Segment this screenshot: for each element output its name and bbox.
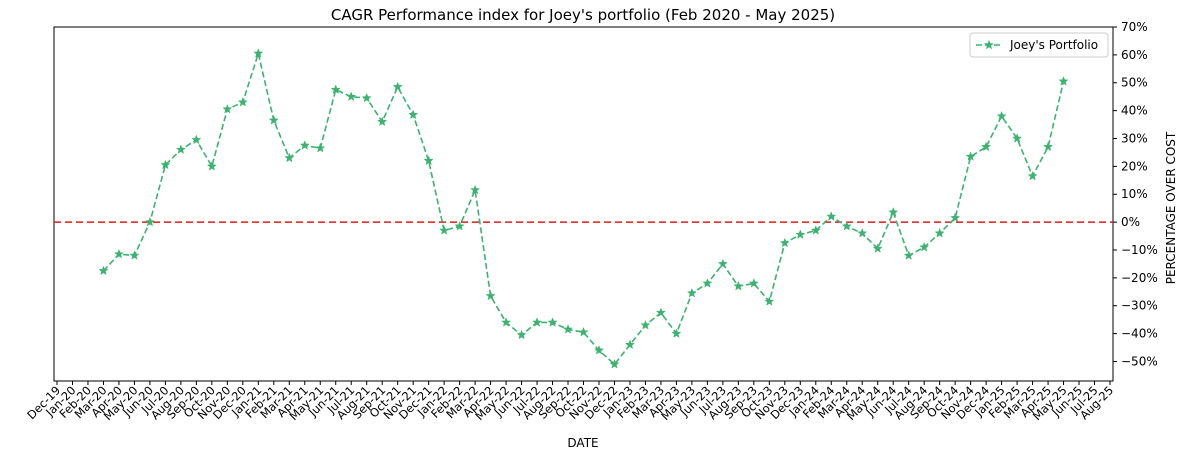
data-point	[671, 328, 682, 338]
data-point	[810, 225, 821, 235]
data-point	[888, 207, 899, 217]
y-tick-label: 40%	[1121, 104, 1148, 118]
data-point	[655, 307, 666, 318]
data-point	[950, 212, 961, 223]
data-point	[237, 96, 248, 107]
data-point	[779, 237, 790, 248]
chart-title: CAGR Performance index for Joey's portfo…	[331, 6, 835, 24]
data-point	[1012, 133, 1023, 143]
y-tick-label: −10%	[1121, 243, 1158, 257]
plot-area: −50% −40% −30% −20% −10% 0% 10% 20% 30% 40% 50% 60%…	[24, 20, 1158, 423]
y-axis-label: PERCENTAGE OVER COST	[1164, 131, 1178, 284]
data-point	[160, 159, 171, 170]
data-point	[578, 326, 589, 337]
data-point	[919, 241, 930, 252]
data-point	[501, 317, 512, 327]
y-tick-label: 0%	[1121, 215, 1140, 229]
data-point	[485, 290, 496, 301]
data-point	[702, 278, 713, 288]
legend: Joey's Portfolio	[969, 32, 1109, 58]
data-point	[454, 220, 465, 231]
data-point	[872, 243, 883, 253]
data-point	[98, 265, 109, 276]
data-point	[129, 250, 140, 260]
y-tick-label: 60%	[1121, 48, 1148, 62]
y-tick-label: 50%	[1121, 76, 1148, 90]
data-point	[996, 110, 1007, 121]
x-axis-label: DATE	[567, 436, 598, 450]
legend-marker	[983, 39, 995, 50]
data-point	[640, 319, 651, 330]
data-point	[113, 248, 124, 259]
y-tick-label: 10%	[1121, 187, 1148, 201]
data-point	[361, 92, 372, 103]
y-tick-label: 20%	[1121, 159, 1148, 173]
data-point	[764, 296, 775, 306]
data-point	[609, 358, 620, 369]
data-point	[315, 142, 326, 153]
data-point	[981, 141, 992, 152]
data-point	[934, 227, 945, 238]
data-point	[206, 161, 217, 171]
data-point	[547, 317, 558, 327]
data-point	[624, 339, 636, 350]
data-point	[439, 225, 450, 235]
data-point	[903, 250, 914, 260]
data-point	[965, 151, 976, 161]
data-point	[1043, 141, 1054, 152]
legend-label: Joey's Portfolio	[1009, 38, 1098, 52]
y-tick-label: 30%	[1121, 131, 1148, 145]
data-point	[470, 184, 481, 195]
data-point	[330, 84, 341, 95]
data-point	[857, 227, 868, 238]
data-point	[408, 109, 419, 120]
data-point	[175, 144, 186, 154]
data-point	[377, 116, 388, 127]
data-point	[284, 152, 295, 163]
series-line	[102, 50, 1065, 366]
data-point	[686, 287, 697, 298]
data-point	[717, 258, 728, 269]
data-point	[392, 81, 403, 92]
data-point	[516, 329, 527, 340]
data-point	[1027, 170, 1038, 181]
data-point	[826, 211, 837, 221]
data-point	[144, 216, 155, 227]
y-tick-label: −20%	[1121, 271, 1158, 285]
data-point	[841, 220, 852, 231]
y-tick-label: −50%	[1121, 354, 1158, 368]
data-point	[531, 317, 543, 327]
data-point	[253, 48, 264, 58]
y-tick-label: −30%	[1121, 299, 1158, 313]
data-point	[191, 134, 202, 145]
legend-box	[969, 32, 1109, 58]
data-point	[733, 280, 744, 291]
data-point	[1058, 76, 1069, 86]
data-point	[346, 91, 357, 101]
data-point	[748, 278, 759, 288]
y-tick-label: 70%	[1121, 20, 1148, 34]
data-point	[795, 229, 806, 239]
y-tick-label: −40%	[1121, 327, 1158, 341]
data-point	[423, 155, 434, 166]
data-point	[222, 103, 233, 114]
data-point	[299, 140, 310, 150]
data-point	[268, 115, 279, 125]
data-point	[593, 345, 605, 355]
data-point	[562, 324, 574, 334]
